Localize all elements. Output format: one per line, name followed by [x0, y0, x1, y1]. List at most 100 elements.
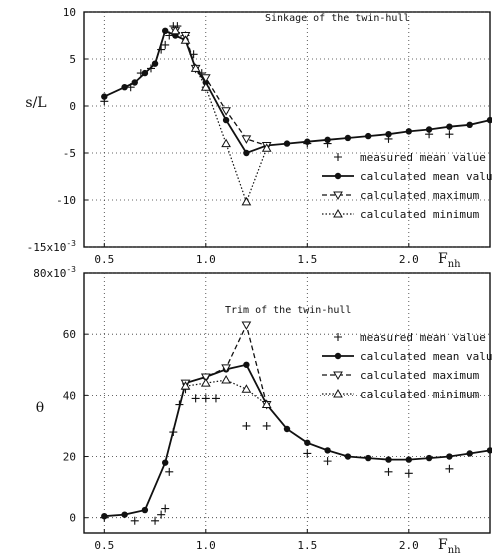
x-tick-label: 2.0	[399, 253, 419, 266]
data-point-plus	[197, 69, 206, 78]
data-point-triangle-up	[261, 143, 272, 152]
data-point-filled-circle	[243, 361, 250, 368]
data-point-filled-circle	[101, 93, 108, 100]
data-point-filled-circle	[222, 116, 230, 124]
legend-marker-triangle-down	[333, 191, 343, 201]
data-point-filled-circle	[365, 454, 372, 462]
data-point-filled-circle	[162, 27, 169, 34]
data-point-filled-circle	[243, 149, 250, 157]
x-axis-label-subscript: nh	[448, 259, 461, 270]
y-tick-label: -15x10-3	[27, 239, 77, 254]
chart-title: Trim of the twin-hull	[225, 305, 351, 316]
data-point-filled-circle	[466, 121, 473, 128]
y-tick-exponent: -3	[66, 239, 76, 248]
data-point-triangle-up	[180, 381, 191, 390]
y-tick-label: 40	[63, 389, 76, 402]
data-point-filled-circle	[486, 447, 492, 454]
legend-label: calculated minimum	[360, 388, 480, 401]
x-axis-label: Fnh	[438, 537, 461, 556]
series-line-filled-circle	[104, 363, 491, 518]
data-point-triangle-down	[241, 321, 252, 331]
data-point-plus	[165, 467, 174, 476]
data-point-triangle-up	[200, 378, 211, 387]
data-point-plus	[161, 40, 170, 49]
y-tick-label: 60	[63, 328, 76, 341]
data-point-plus	[189, 50, 198, 59]
data-point-filled-circle	[425, 126, 433, 133]
data-point-plus	[191, 394, 200, 403]
y-tick-label: 0	[69, 100, 76, 113]
data-point-triangle-up	[200, 82, 211, 91]
data-point-plus	[384, 467, 393, 476]
data-point-plus	[303, 449, 312, 458]
legend-label: measured mean value	[360, 331, 486, 344]
data-point-filled-circle	[324, 447, 331, 454]
data-point-filled-circle	[385, 131, 392, 138]
data-point-filled-circle	[141, 69, 149, 77]
data-point-plus	[445, 130, 454, 139]
data-point-plus	[323, 457, 332, 466]
data-point-triangle-down	[221, 364, 231, 373]
x-tick-label: 1.5	[297, 539, 317, 552]
legend: measured mean value calculated mean value…	[322, 151, 492, 221]
legend-label: calculated maximum	[360, 369, 480, 382]
x-tick-label: 1.5	[297, 253, 317, 266]
data-point-filled-circle	[486, 116, 492, 124]
legend-label: calculated mean value	[360, 170, 492, 183]
plot-frame	[83, 11, 491, 248]
y-tick-exponent: -3	[66, 265, 76, 274]
data-point-triangle-up	[241, 384, 252, 393]
y-tick-label: 10	[63, 6, 76, 19]
data-point-filled-circle	[466, 450, 473, 457]
data-point-triangle-up	[180, 35, 191, 44]
legend-marker-filled-circle	[334, 172, 342, 180]
data-point-triangle-down	[221, 107, 231, 116]
legend-marker-plus	[334, 153, 342, 161]
legend-marker-filled-circle	[334, 352, 342, 360]
data-point-filled-circle	[344, 134, 352, 142]
data-point-filled-circle	[344, 453, 352, 460]
data-point-triangle-down	[200, 74, 211, 83]
data-point-filled-circle	[405, 456, 412, 463]
data-point-plus	[161, 504, 170, 513]
legend-label: calculated minimum	[360, 208, 480, 221]
data-point-filled-circle	[162, 459, 169, 466]
data-point-triangle-up	[190, 63, 201, 72]
data-point-plus	[165, 31, 174, 40]
legend-marker-triangle-up	[333, 388, 343, 398]
data-point-filled-circle	[385, 456, 392, 463]
data-point-filled-circle	[101, 512, 108, 520]
data-point-triangle-up	[221, 375, 231, 384]
legend-marker-triangle-down	[333, 371, 343, 381]
data-point-plus	[126, 83, 135, 92]
x-axis-label-subscript: nh	[448, 545, 461, 556]
x-tick-label: 1.0	[196, 539, 216, 552]
data-point-plus	[151, 516, 160, 525]
data-point-filled-circle	[425, 454, 433, 462]
data-point-filled-circle	[446, 123, 453, 130]
legend-marker-plus	[334, 333, 342, 341]
data-point-triangle-down	[200, 373, 211, 383]
chart-title: Sinkage of the twin-hull	[265, 13, 410, 24]
x-tick-label: 1.0	[196, 253, 216, 266]
series-line-triangle-up	[185, 379, 268, 405]
data-point-triangle-down	[241, 135, 252, 144]
x-axis-label: Fnh	[438, 251, 461, 270]
data-point-plus	[130, 516, 139, 525]
data-point-plus	[201, 394, 210, 403]
data-point-filled-circle	[304, 138, 311, 145]
data-point-plus	[211, 394, 220, 403]
legend: measured mean value calculated mean value…	[322, 331, 492, 401]
legend-label: calculated mean value	[360, 350, 492, 363]
data-point-plus	[157, 510, 166, 519]
data-point-triangle-up	[241, 196, 252, 206]
data-point-filled-circle	[405, 128, 412, 135]
data-point-filled-circle	[365, 132, 372, 140]
data-point-filled-circle	[141, 506, 149, 514]
y-tick-label: -5	[63, 147, 76, 160]
data-point-filled-circle	[446, 453, 453, 460]
data-point-triangle-up	[170, 25, 181, 35]
legend-label: calculated maximum	[360, 189, 480, 202]
data-point-filled-circle	[121, 511, 128, 518]
data-point-plus	[404, 469, 413, 478]
